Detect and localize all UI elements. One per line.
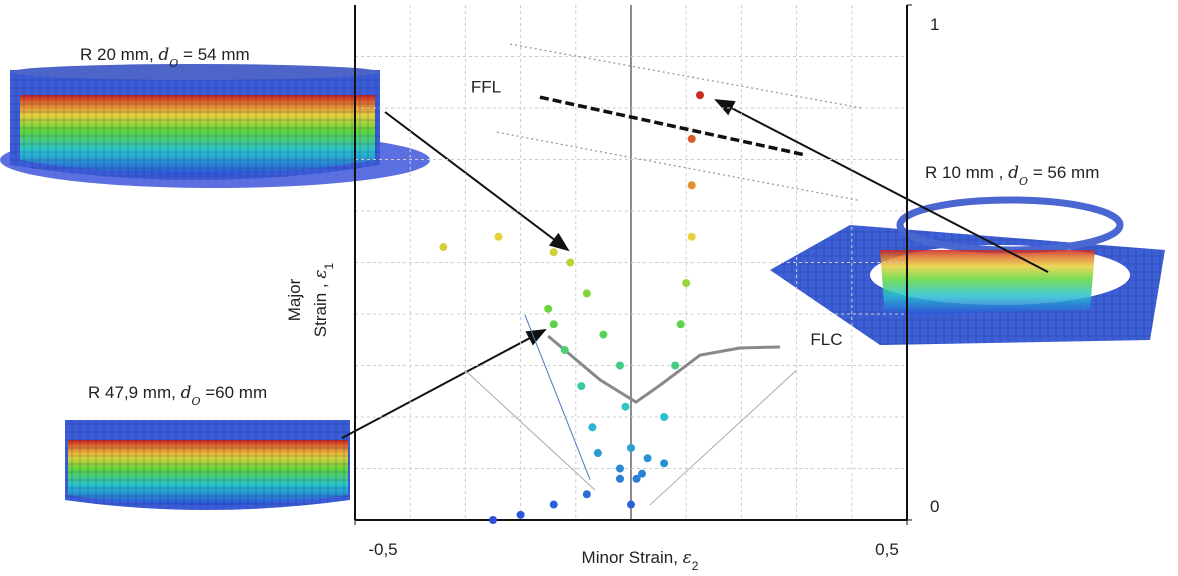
point bbox=[439, 243, 448, 252]
text-part: Major bbox=[285, 278, 304, 321]
y-tick-label: 1 bbox=[930, 15, 939, 34]
point bbox=[615, 361, 624, 370]
annotation: FLC bbox=[810, 330, 842, 349]
point bbox=[615, 474, 624, 483]
point bbox=[627, 500, 635, 509]
point bbox=[494, 232, 503, 241]
plate-image bbox=[770, 196, 1165, 345]
point bbox=[638, 469, 647, 478]
point bbox=[582, 490, 591, 499]
cup-image bbox=[0, 64, 430, 188]
text-part: Minor Strain, bbox=[582, 548, 683, 567]
curve bbox=[524, 314, 591, 481]
arrow bbox=[341, 329, 547, 439]
point bbox=[682, 279, 691, 288]
point bbox=[660, 459, 669, 468]
arrow bbox=[384, 111, 570, 252]
text-part: R 10 mm , bbox=[925, 163, 1008, 182]
point bbox=[696, 91, 704, 100]
x-axis-label: Minor Strain, ε2 bbox=[582, 548, 699, 573]
point bbox=[489, 516, 497, 524]
text-part: FLC bbox=[810, 330, 842, 349]
point bbox=[687, 181, 696, 190]
point bbox=[643, 454, 652, 463]
text-part: ε bbox=[311, 269, 331, 278]
point bbox=[544, 304, 553, 313]
annotation: FFL bbox=[471, 78, 501, 97]
annotation: R 10 mm , dO = 56 mm bbox=[925, 163, 1099, 188]
text-part: R 20 mm, bbox=[80, 45, 158, 64]
text-part: d bbox=[181, 383, 192, 403]
text-part: Strain , bbox=[311, 279, 330, 338]
text-part: O bbox=[169, 57, 178, 70]
text-part: O bbox=[191, 395, 200, 408]
point bbox=[588, 423, 597, 432]
point bbox=[549, 320, 558, 329]
y-axis-label: Strain , ε1 bbox=[311, 262, 336, 337]
point bbox=[549, 500, 558, 509]
curve bbox=[496, 131, 858, 201]
curve bbox=[539, 95, 806, 157]
text-part: 1 bbox=[322, 262, 336, 269]
y-axis-label: Major bbox=[285, 278, 304, 321]
y-tick-label: 0 bbox=[930, 497, 939, 516]
text-part: = 54 mm bbox=[178, 45, 249, 64]
text-part: 2 bbox=[692, 559, 699, 573]
point bbox=[676, 320, 685, 329]
text-part: FFL bbox=[471, 78, 501, 97]
point bbox=[560, 346, 569, 355]
point bbox=[632, 474, 641, 483]
text-part: R 47,9 mm, bbox=[88, 383, 181, 402]
cup-image bbox=[65, 420, 350, 510]
annotation: R 20 mm, dO = 54 mm bbox=[80, 45, 250, 70]
text-part: = 56 mm bbox=[1028, 163, 1099, 182]
point bbox=[516, 510, 525, 519]
point bbox=[599, 330, 608, 339]
point bbox=[627, 443, 635, 452]
arrow bbox=[714, 99, 1049, 273]
text-part: d bbox=[1008, 163, 1019, 183]
text-part: =60 mm bbox=[201, 383, 268, 402]
x-tick-label: 0,5 bbox=[875, 540, 899, 559]
point bbox=[687, 232, 696, 241]
text-part: O bbox=[1019, 175, 1028, 188]
x-tick-label: -0,5 bbox=[368, 540, 397, 559]
point bbox=[566, 258, 575, 267]
curve bbox=[547, 334, 781, 404]
point bbox=[621, 402, 630, 411]
text-part: d bbox=[158, 45, 169, 65]
curve bbox=[649, 369, 797, 506]
point bbox=[593, 449, 602, 458]
text-part: ε bbox=[683, 548, 692, 568]
point bbox=[582, 289, 591, 298]
point bbox=[671, 361, 680, 370]
point bbox=[615, 464, 624, 473]
point bbox=[687, 134, 696, 143]
point bbox=[577, 382, 586, 391]
annotation: R 47,9 mm, dO =60 mm bbox=[88, 383, 267, 408]
point bbox=[549, 248, 558, 257]
curve bbox=[464, 369, 596, 491]
point bbox=[660, 413, 669, 421]
